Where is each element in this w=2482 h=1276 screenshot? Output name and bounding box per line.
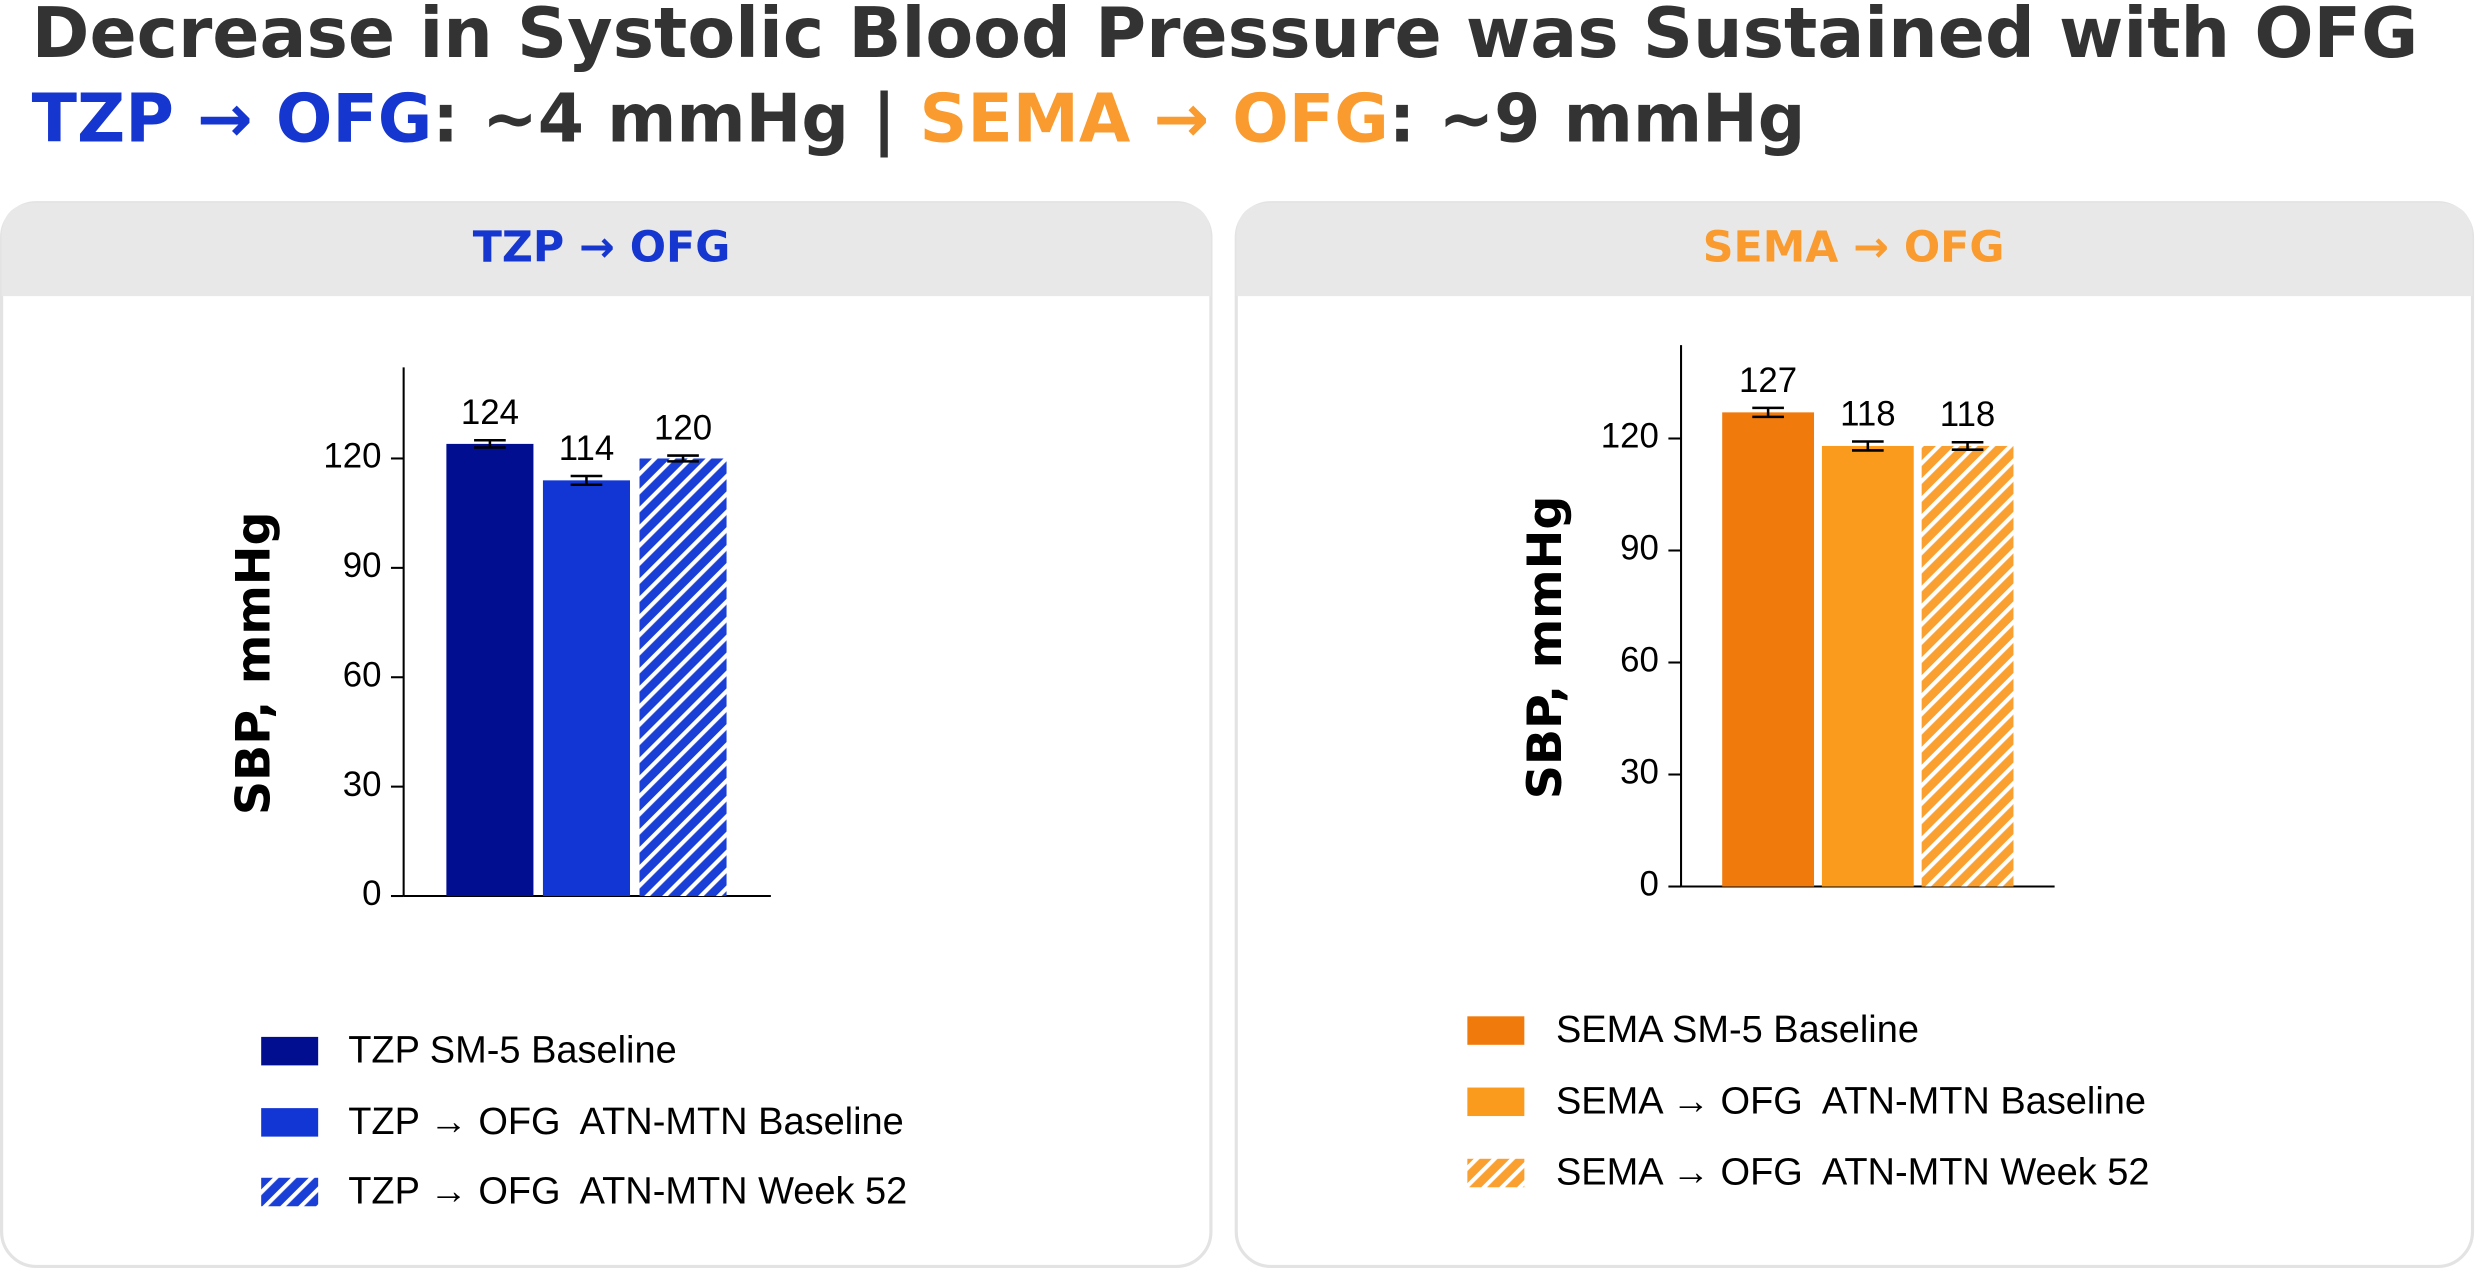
value-label: 120: [654, 408, 712, 447]
legend-swatch: [1467, 1158, 1525, 1188]
error-bar: [1852, 440, 1884, 452]
value-label: 127: [1739, 361, 1797, 400]
panel-header: [1236, 202, 2473, 297]
y-tick-label: 90: [1620, 529, 1659, 568]
legend-swatch: [261, 1177, 319, 1207]
legend-swatch: [1467, 1016, 1525, 1045]
value-label: 118: [1840, 394, 1896, 433]
legend-label: SEMA → OFG ATN-MTN Baseline: [1556, 1080, 2146, 1122]
legend-swatch: [261, 1036, 319, 1066]
panel-header: [1, 202, 1211, 297]
legend-label: TZP → OFG ATN-MTN Baseline: [348, 1101, 904, 1143]
value-label: 118: [1940, 395, 1995, 434]
chart-title: SEMA → OFG: [1703, 223, 2005, 273]
bar: [542, 480, 630, 897]
y-axis-label: SBP, mmHg: [1518, 496, 1573, 800]
y-tick-label: 0: [1640, 865, 1659, 904]
slide-title: Decrease in Systolic Blood Pressure was …: [32, 0, 2419, 74]
error-bar: [570, 474, 603, 486]
y-tick-label: 120: [323, 437, 381, 476]
slide-subtitle: TZP → OFG: ~4 mmHg | SEMA → OFG: ~9 mmHg: [32, 80, 1806, 159]
y-tick-label: 90: [343, 546, 382, 585]
subtitle-part: SEMA → OFG: [919, 80, 1388, 158]
legend-swatch: [261, 1108, 319, 1137]
y-tick-label: 120: [1601, 417, 1659, 456]
y-axis-label: SBP, mmHg: [226, 512, 281, 816]
bar: [1821, 445, 1914, 887]
subtitle-part: TZP → OFG: [32, 80, 433, 158]
bar: [1722, 412, 1815, 887]
error-bar: [667, 454, 699, 463]
legend-label: TZP SM-5 Baseline: [348, 1030, 676, 1072]
legend-label: SEMA SM-5 Baseline: [1556, 1009, 1919, 1051]
error-bar: [1752, 406, 1784, 419]
subtitle-part: : ~9 mmHg: [1389, 80, 1806, 158]
chart-title: TZP → OFG: [473, 223, 731, 273]
y-tick-label: 0: [362, 874, 381, 913]
y-tick-label: 60: [1620, 641, 1659, 680]
y-tick-label: 30: [343, 765, 382, 804]
value-label: 124: [461, 393, 519, 432]
error-bar: [1951, 440, 1984, 451]
subtitle-part: : ~4 mmHg |: [432, 80, 919, 159]
bar: [639, 458, 727, 897]
value-label: 114: [559, 429, 614, 468]
y-tick-label: 60: [343, 655, 382, 694]
bar: [1921, 445, 2014, 887]
y-tick-label: 30: [1620, 753, 1659, 792]
bar: [446, 443, 534, 897]
legend-label: TZP → OFG ATN-MTN Week 52: [348, 1171, 907, 1213]
error-bar: [474, 438, 506, 449]
legend-label: SEMA → OFG ATN-MTN Week 52: [1556, 1152, 2150, 1194]
legend-swatch: [1467, 1087, 1525, 1117]
